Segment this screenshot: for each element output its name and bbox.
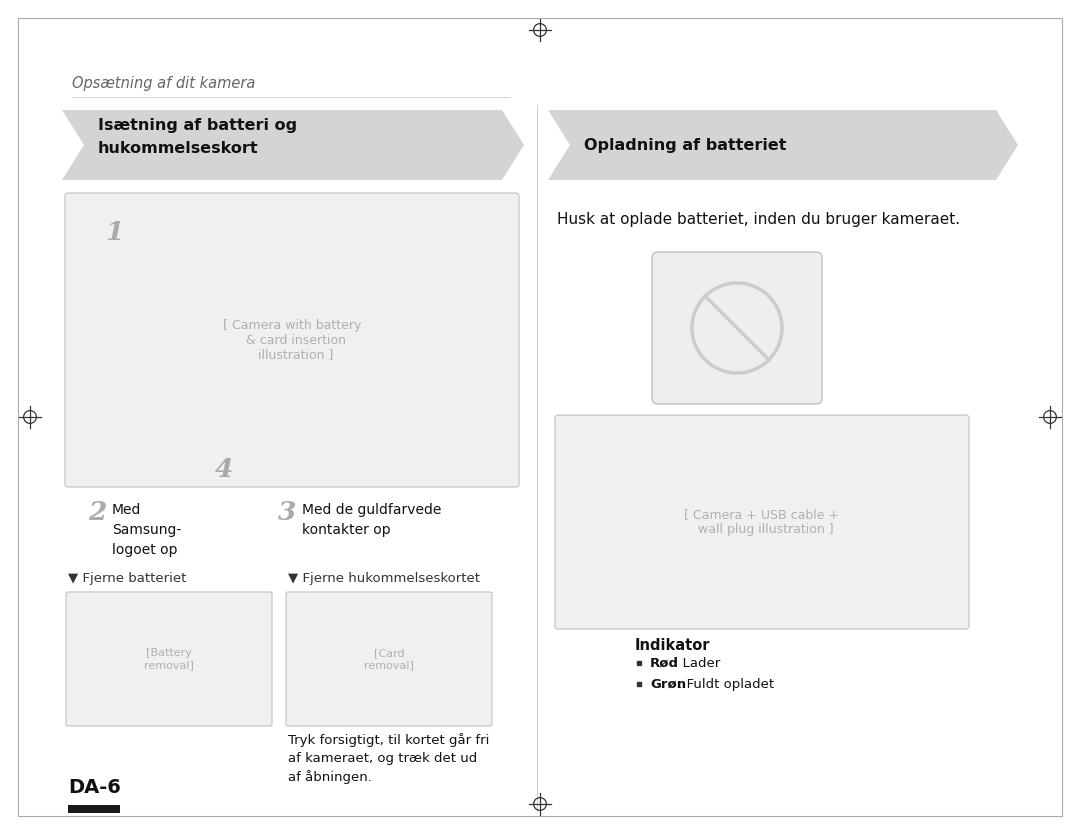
Text: Opladning af batteriet: Opladning af batteriet (584, 138, 786, 153)
Bar (68, 805, 120, 813)
Text: hukommelseskort: hukommelseskort (98, 141, 258, 156)
Text: Indikator: Indikator (635, 638, 711, 653)
Text: [ Camera with battery
  & card insertion
  illustration ]: [ Camera with battery & card insertion i… (222, 319, 361, 361)
Text: Opsætning af dit kamera: Opsætning af dit kamera (72, 76, 255, 91)
Text: DA-6: DA-6 (68, 778, 121, 797)
Text: [Card
removal]: [Card removal] (364, 648, 414, 670)
Text: 4: 4 (215, 457, 233, 482)
Text: : Lader: : Lader (674, 657, 720, 670)
FancyBboxPatch shape (652, 252, 822, 404)
Text: Med de guldfarvede
kontakter op: Med de guldfarvede kontakter op (302, 503, 442, 537)
Text: Rød: Rød (650, 657, 679, 670)
Text: [Battery
removal]: [Battery removal] (144, 648, 194, 670)
Text: Husk at oplade batteriet, inden du bruger kameraet.: Husk at oplade batteriet, inden du bruge… (557, 212, 960, 227)
FancyBboxPatch shape (66, 592, 272, 726)
Text: ▼ Fjerne hukommelseskortet: ▼ Fjerne hukommelseskortet (288, 572, 480, 585)
FancyBboxPatch shape (286, 592, 492, 726)
FancyBboxPatch shape (555, 415, 969, 629)
Polygon shape (62, 110, 524, 180)
Text: ▼ Fjerne batteriet: ▼ Fjerne batteriet (68, 572, 187, 585)
Text: Med
Samsung-
logoet op: Med Samsung- logoet op (112, 503, 181, 557)
Text: 3: 3 (278, 500, 296, 525)
Text: 1: 1 (105, 220, 123, 245)
FancyBboxPatch shape (65, 193, 519, 487)
Text: [ Camera + USB cable +
  wall plug illustration ]: [ Camera + USB cable + wall plug illustr… (685, 508, 839, 536)
Text: 2: 2 (87, 500, 106, 525)
Text: : Fuldt opladet: : Fuldt opladet (678, 678, 774, 691)
Text: Tryk forsigtigt, til kortet går fri
af kameraet, og træk det ud
af åbningen.: Tryk forsigtigt, til kortet går fri af k… (288, 733, 489, 785)
Polygon shape (548, 110, 1018, 180)
Text: Grøn: Grøn (650, 678, 686, 691)
Text: Isætning af batteri og: Isætning af batteri og (98, 118, 297, 133)
